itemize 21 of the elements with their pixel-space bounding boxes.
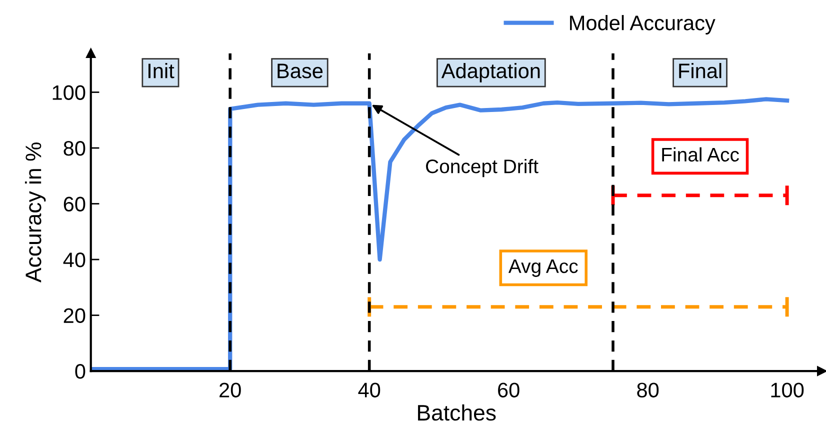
annotation: Adaptation — [441, 63, 540, 82]
y-tick-label: 60 — [64, 196, 86, 212]
y-tick-label: 80 — [64, 140, 86, 156]
x-tick-label: 60 — [498, 382, 520, 398]
legend-label: Model Accuracy — [570, 15, 716, 34]
y-tick-label: 100 — [52, 85, 86, 100]
annotation: Base — [278, 64, 323, 78]
annotation: Avg Acc — [508, 260, 578, 277]
x-tick-label: 80 — [637, 382, 659, 398]
annotation: Final Acc — [662, 147, 739, 162]
annotation: Concept Drift — [426, 158, 538, 178]
x-tick-label: 40 — [358, 382, 380, 398]
x-axis-title: Batches — [418, 404, 496, 421]
y-tick-label: 40 — [63, 252, 86, 268]
y-axis-title: Accuracy in % — [24, 142, 46, 282]
x-tick-label: 100 — [771, 382, 804, 398]
x-tick-label: 20 — [220, 382, 241, 398]
annotation: Init — [148, 63, 174, 78]
y-tick-label: 0 — [75, 364, 86, 379]
annotation: Final — [679, 63, 722, 78]
y-tick-label: 20 — [64, 308, 86, 324]
